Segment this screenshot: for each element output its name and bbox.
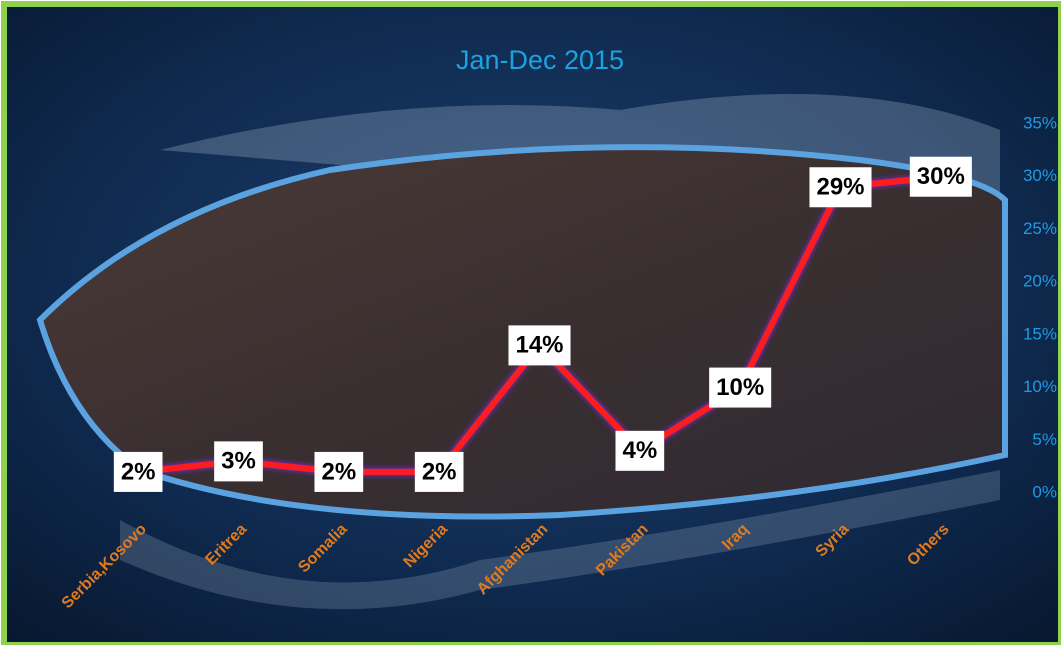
data-label: 10% [709, 367, 772, 408]
data-label: 29% [809, 167, 872, 208]
data-label-text: 4% [622, 437, 657, 464]
data-label-box [615, 430, 665, 471]
data-label: 3% [214, 441, 263, 482]
data-label-text: 3% [221, 448, 256, 475]
data-label-text: 2% [422, 458, 457, 485]
y-tick-label: 20% [1023, 272, 1057, 291]
data-label-text: 2% [121, 458, 156, 485]
y-tick-label: 5% [1032, 430, 1057, 449]
data-label-text: 14% [515, 332, 563, 359]
data-label-box [414, 451, 464, 492]
y-tick-label: 10% [1023, 377, 1057, 396]
y-tick-label: 30% [1023, 166, 1057, 185]
data-label-box [508, 325, 571, 366]
data-label: 2% [314, 451, 364, 492]
data-label-text: 30% [917, 163, 965, 190]
chart-title: Jan-Dec 2015 [456, 45, 624, 75]
data-label-box [909, 156, 972, 197]
data-label: 2% [113, 451, 163, 492]
data-label: 14% [508, 325, 571, 366]
data-label: 2% [414, 451, 464, 492]
y-tick-label: 35% [1023, 113, 1057, 132]
data-label-box [214, 441, 263, 482]
data-label-box [314, 451, 364, 492]
data-label-text: 2% [321, 458, 356, 485]
data-label-box [809, 167, 872, 208]
data-label-text: 10% [716, 374, 764, 401]
y-tick-label: 0% [1032, 482, 1057, 501]
y-tick-label: 25% [1023, 219, 1057, 238]
data-label-box [709, 367, 772, 408]
data-label-box [113, 451, 163, 492]
data-label: 4% [615, 430, 665, 471]
data-label-text: 29% [816, 174, 864, 201]
data-label: 30% [909, 156, 972, 197]
y-tick-label: 15% [1023, 324, 1057, 343]
